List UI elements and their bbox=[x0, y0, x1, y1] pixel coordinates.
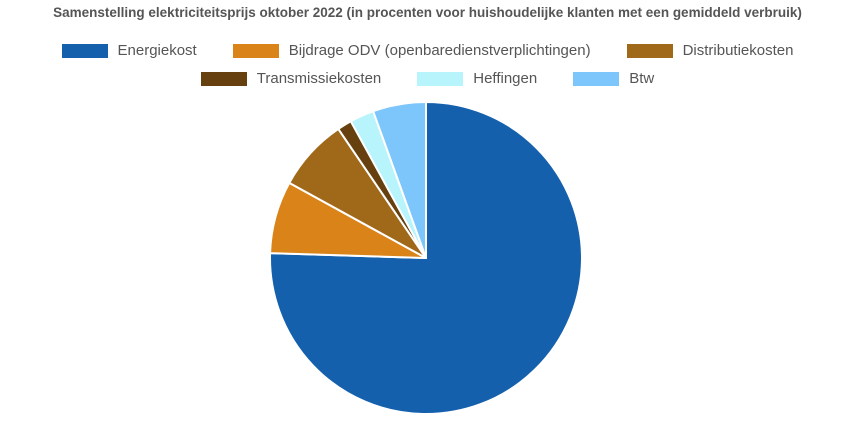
legend-row-1: Energiekost Bijdrage ODV (openbaredienst… bbox=[0, 42, 855, 59]
legend-row-2: Transmissiekosten Heffingen Btw bbox=[0, 70, 855, 87]
legend-label: Energiekost bbox=[117, 42, 197, 59]
legend-item-energiekost[interactable]: Energiekost bbox=[61, 42, 197, 59]
legend-item-transmissiekosten[interactable]: Transmissiekosten bbox=[200, 70, 382, 87]
legend-item-bijdrage-odv[interactable]: Bijdrage ODV (openbaredienstverplichting… bbox=[232, 42, 591, 59]
legend-swatch bbox=[61, 43, 108, 58]
legend-swatch bbox=[417, 71, 464, 86]
legend-swatch bbox=[232, 43, 279, 58]
chart-title: Samenstelling elektriciteitsprijs oktobe… bbox=[53, 5, 802, 20]
legend-label: Heffingen bbox=[473, 70, 538, 87]
legend-item-btw[interactable]: Btw bbox=[573, 70, 654, 87]
legend-swatch bbox=[626, 43, 673, 58]
legend-label: Distributiekosten bbox=[682, 42, 794, 59]
legend-label: Transmissiekosten bbox=[256, 70, 382, 87]
legend-label: Btw bbox=[629, 70, 655, 87]
legend-item-distributiekosten[interactable]: Distributiekosten bbox=[626, 42, 794, 59]
pie-slice-btw[interactable] bbox=[372, 101, 427, 259]
legend-label: Bijdrage ODV (openbaredienstverplichting… bbox=[288, 42, 591, 59]
legend-swatch bbox=[200, 71, 247, 86]
legend-item-heffingen[interactable]: Heffingen bbox=[417, 70, 537, 87]
legend-swatch bbox=[573, 71, 620, 86]
